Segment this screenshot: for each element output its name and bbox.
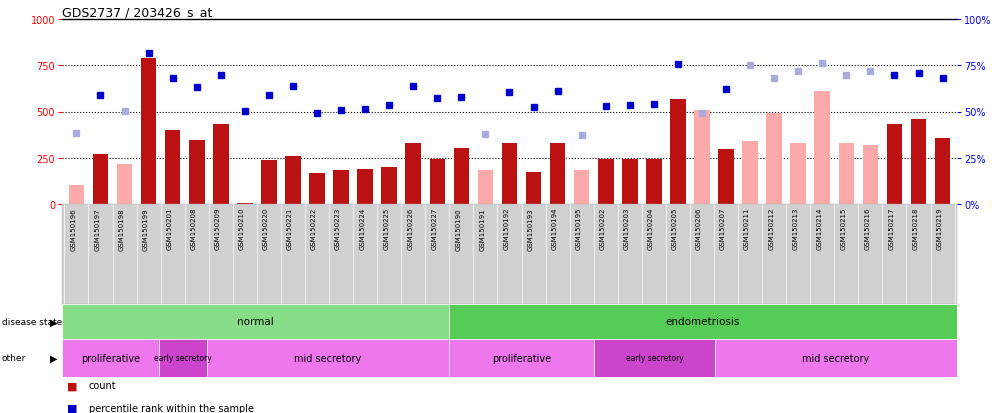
Text: GSM150197: GSM150197 (94, 207, 100, 250)
Bar (92, 155, 108, 204)
Text: GSM150224: GSM150224 (359, 207, 365, 249)
Bar (694, 110, 710, 204)
Text: GSM150202: GSM150202 (600, 207, 606, 250)
Text: GSM150195: GSM150195 (575, 207, 581, 250)
Bar (594, 339, 715, 377)
Text: ▶: ▶ (50, 317, 58, 327)
Bar (141, 59, 157, 204)
Text: GSM150196: GSM150196 (70, 207, 76, 250)
Bar (887, 125, 903, 204)
Text: GSM150225: GSM150225 (383, 207, 389, 249)
Text: ■: ■ (67, 380, 77, 390)
Bar (68, 185, 84, 204)
Text: GSM150218: GSM150218 (913, 207, 919, 250)
Bar (622, 159, 638, 204)
Bar (814, 92, 830, 204)
Bar (213, 125, 228, 204)
Text: GSM150209: GSM150209 (215, 207, 221, 250)
Text: ■: ■ (67, 403, 77, 413)
Bar (863, 145, 878, 204)
Text: GSM150216: GSM150216 (864, 207, 870, 250)
Bar (261, 160, 277, 204)
Text: GSM150208: GSM150208 (190, 207, 196, 250)
Bar (526, 172, 542, 204)
Text: GSM150194: GSM150194 (552, 207, 558, 250)
Bar (791, 144, 806, 204)
Bar (117, 165, 132, 204)
Text: GSM150210: GSM150210 (239, 207, 245, 250)
Text: GSM150213: GSM150213 (793, 207, 799, 250)
Text: GSM150223: GSM150223 (335, 207, 341, 250)
Text: GSM150217: GSM150217 (889, 207, 895, 250)
Text: GSM150201: GSM150201 (167, 207, 173, 250)
Bar (165, 131, 181, 204)
Text: GSM150191: GSM150191 (479, 207, 485, 250)
Text: GSM150214: GSM150214 (816, 207, 822, 250)
Text: GSM150227: GSM150227 (432, 207, 437, 250)
Text: GSM150204: GSM150204 (648, 207, 654, 250)
Text: GSM150206: GSM150206 (696, 207, 702, 250)
Text: early secretory: early secretory (626, 354, 683, 363)
Bar (598, 159, 614, 204)
Text: normal: normal (237, 317, 274, 327)
Text: disease state: disease state (2, 317, 62, 326)
Text: GSM150203: GSM150203 (624, 207, 630, 250)
Bar (911, 120, 927, 204)
Bar (767, 114, 782, 204)
Bar (646, 159, 662, 204)
Text: ▶: ▶ (50, 353, 58, 363)
Bar (477, 170, 493, 204)
Text: mid secretory: mid secretory (295, 353, 362, 363)
Text: GSM150220: GSM150220 (263, 207, 269, 250)
Bar (934, 139, 950, 204)
Text: GSM150215: GSM150215 (840, 207, 846, 250)
Text: GSM150205: GSM150205 (672, 207, 678, 250)
Text: GSM150190: GSM150190 (455, 207, 461, 250)
Text: GSM150212: GSM150212 (768, 207, 774, 250)
Bar (670, 100, 685, 204)
Bar (573, 170, 589, 204)
Text: GSM150207: GSM150207 (720, 207, 726, 250)
Text: endometriosis: endometriosis (666, 317, 740, 327)
Bar (449, 304, 957, 339)
Bar (838, 144, 854, 204)
Bar (430, 159, 445, 204)
Text: GSM150193: GSM150193 (528, 207, 534, 250)
Bar (333, 170, 349, 204)
Bar (453, 148, 469, 204)
Text: GSM150219: GSM150219 (936, 207, 942, 250)
Bar (742, 142, 758, 204)
Text: GDS2737 / 203426_s_at: GDS2737 / 203426_s_at (62, 6, 212, 19)
Text: GSM150221: GSM150221 (287, 207, 293, 250)
Bar (62, 304, 449, 339)
Bar (285, 157, 301, 204)
Bar (207, 339, 449, 377)
Bar (188, 141, 204, 204)
Text: proliferative: proliferative (80, 353, 140, 363)
Bar (62, 339, 159, 377)
Text: GSM150198: GSM150198 (119, 207, 125, 250)
Text: GSM150192: GSM150192 (504, 207, 510, 250)
Bar (715, 339, 957, 377)
Text: other: other (2, 354, 26, 363)
Bar (357, 169, 373, 204)
Text: GSM150222: GSM150222 (311, 207, 317, 249)
Text: mid secretory: mid secretory (803, 353, 870, 363)
Text: count: count (88, 380, 116, 390)
Bar (381, 168, 397, 204)
Bar (550, 144, 565, 204)
Bar (406, 144, 421, 204)
Bar (159, 339, 207, 377)
Bar (310, 173, 324, 204)
Text: GSM150226: GSM150226 (408, 207, 414, 250)
Text: GSM150199: GSM150199 (143, 207, 149, 250)
Text: GSM150211: GSM150211 (744, 207, 750, 250)
Bar (502, 144, 517, 204)
Text: proliferative: proliferative (492, 353, 552, 363)
Bar (449, 339, 594, 377)
Bar (718, 150, 734, 204)
Text: early secretory: early secretory (154, 354, 212, 363)
Text: percentile rank within the sample: percentile rank within the sample (88, 403, 254, 413)
